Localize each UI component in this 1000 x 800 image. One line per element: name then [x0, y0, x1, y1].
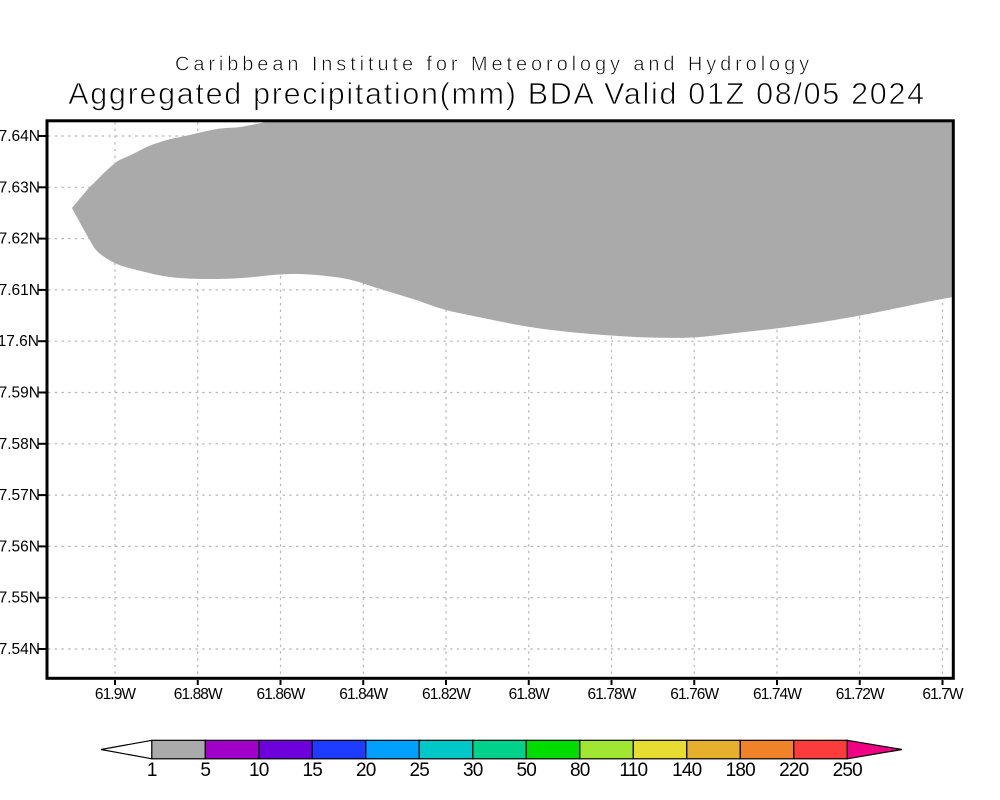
- svg-text:7.56N: 7.56N: [0, 538, 40, 555]
- svg-text:250: 250: [833, 760, 863, 781]
- svg-text:61.8W: 61.8W: [509, 686, 551, 703]
- svg-text:180: 180: [726, 760, 756, 781]
- svg-text:7.63N: 7.63N: [0, 179, 40, 196]
- svg-text:7.54N: 7.54N: [0, 641, 40, 658]
- svg-text:Aggregated precipitation(mm) B: Aggregated precipitation(mm) BDA Valid 0…: [68, 77, 926, 111]
- svg-text:25: 25: [410, 760, 430, 781]
- svg-text:7.62N: 7.62N: [0, 231, 40, 248]
- svg-text:220: 220: [779, 760, 809, 781]
- svg-text:110: 110: [619, 760, 647, 781]
- svg-text:61.9W: 61.9W: [95, 686, 137, 703]
- svg-text:5: 5: [200, 760, 210, 781]
- svg-text:30: 30: [463, 760, 483, 781]
- svg-text:61.88W: 61.88W: [174, 686, 223, 703]
- svg-text:7.61N: 7.61N: [0, 282, 40, 299]
- svg-text:61.86W: 61.86W: [256, 686, 305, 703]
- svg-text:20: 20: [356, 760, 376, 781]
- svg-text:Caribbean Institute for Meteor: Caribbean Institute for Meteorology and …: [175, 54, 813, 76]
- svg-text:61.72W: 61.72W: [836, 686, 885, 703]
- svg-text:10: 10: [249, 760, 269, 781]
- svg-text:140: 140: [672, 760, 702, 781]
- svg-text:7.55N: 7.55N: [0, 590, 40, 607]
- svg-text:7.59N: 7.59N: [0, 385, 40, 402]
- svg-text:80: 80: [570, 760, 590, 781]
- svg-text:50: 50: [517, 760, 537, 781]
- svg-text:61.76W: 61.76W: [670, 686, 719, 703]
- svg-text:61.82W: 61.82W: [422, 686, 471, 703]
- svg-text:61.7W: 61.7W: [922, 686, 964, 703]
- svg-text:7.58N: 7.58N: [0, 436, 40, 453]
- svg-text:7.64N: 7.64N: [0, 128, 40, 145]
- svg-text:61.74W: 61.74W: [753, 686, 802, 703]
- svg-text:1: 1: [147, 760, 157, 781]
- svg-text:61.84W: 61.84W: [339, 686, 388, 703]
- svg-text:15: 15: [303, 760, 323, 781]
- svg-text:7.57N: 7.57N: [0, 487, 40, 504]
- svg-text:17.6N: 17.6N: [0, 333, 39, 350]
- svg-text:61.78W: 61.78W: [587, 686, 636, 703]
